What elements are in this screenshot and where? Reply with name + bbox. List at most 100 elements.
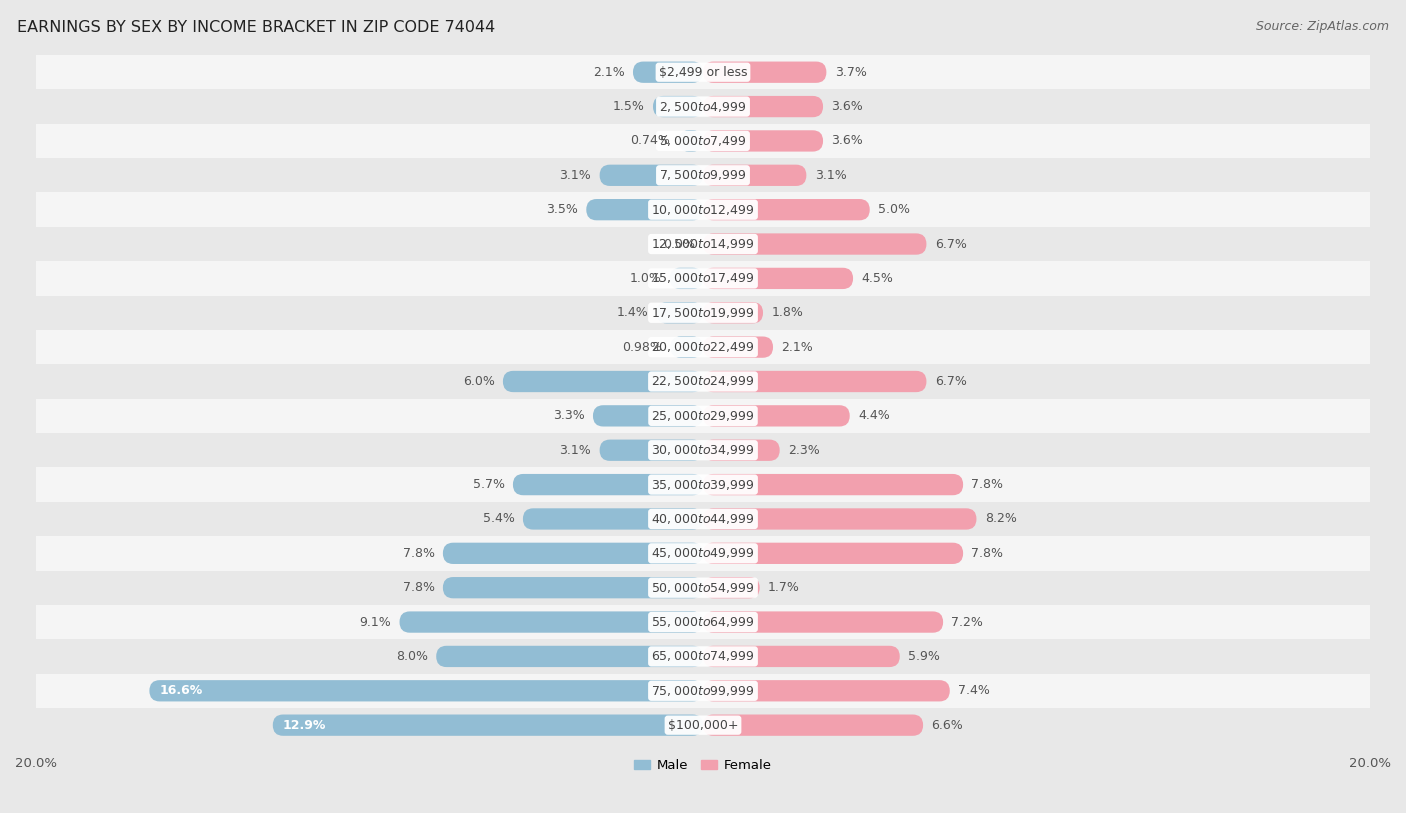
FancyBboxPatch shape: [703, 371, 927, 392]
Text: $40,000 to $44,999: $40,000 to $44,999: [651, 512, 755, 526]
Text: $25,000 to $29,999: $25,000 to $29,999: [651, 409, 755, 423]
Text: 3.1%: 3.1%: [560, 444, 592, 457]
Text: 5.7%: 5.7%: [472, 478, 505, 491]
Text: 16.6%: 16.6%: [159, 685, 202, 698]
Bar: [37, 467, 1369, 502]
Text: $100,000+: $100,000+: [668, 719, 738, 732]
Text: $22,500 to $24,999: $22,500 to $24,999: [651, 375, 755, 389]
Bar: [37, 674, 1369, 708]
FancyBboxPatch shape: [703, 62, 827, 83]
FancyBboxPatch shape: [657, 302, 703, 324]
Text: $55,000 to $64,999: $55,000 to $64,999: [651, 615, 755, 629]
FancyBboxPatch shape: [703, 337, 773, 358]
FancyBboxPatch shape: [703, 611, 943, 633]
FancyBboxPatch shape: [703, 577, 759, 598]
Bar: [37, 502, 1369, 536]
Text: $75,000 to $99,999: $75,000 to $99,999: [651, 684, 755, 698]
Text: 3.1%: 3.1%: [814, 169, 846, 182]
Text: 7.8%: 7.8%: [972, 547, 1004, 560]
Text: 5.0%: 5.0%: [879, 203, 910, 216]
FancyBboxPatch shape: [399, 611, 703, 633]
FancyBboxPatch shape: [703, 302, 763, 324]
FancyBboxPatch shape: [703, 715, 924, 736]
Text: 12.9%: 12.9%: [283, 719, 326, 732]
Text: $7,500 to $9,999: $7,500 to $9,999: [659, 168, 747, 182]
Bar: [37, 571, 1369, 605]
Text: 4.4%: 4.4%: [858, 410, 890, 423]
Bar: [37, 364, 1369, 398]
Text: 7.8%: 7.8%: [402, 547, 434, 560]
FancyBboxPatch shape: [599, 440, 703, 461]
FancyBboxPatch shape: [652, 96, 703, 117]
Text: $5,000 to $7,499: $5,000 to $7,499: [659, 134, 747, 148]
Text: 3.3%: 3.3%: [553, 410, 585, 423]
FancyBboxPatch shape: [703, 474, 963, 495]
FancyBboxPatch shape: [633, 62, 703, 83]
Text: $12,500 to $14,999: $12,500 to $14,999: [651, 237, 755, 251]
Text: $35,000 to $39,999: $35,000 to $39,999: [651, 477, 755, 492]
Text: 1.8%: 1.8%: [772, 307, 803, 320]
Text: 7.8%: 7.8%: [402, 581, 434, 594]
FancyBboxPatch shape: [703, 508, 977, 529]
FancyBboxPatch shape: [703, 680, 950, 702]
Text: 4.5%: 4.5%: [862, 272, 893, 285]
Text: 3.5%: 3.5%: [546, 203, 578, 216]
Text: 7.4%: 7.4%: [957, 685, 990, 698]
Text: 7.2%: 7.2%: [952, 615, 983, 628]
Bar: [37, 398, 1369, 433]
Bar: [37, 296, 1369, 330]
Text: 6.6%: 6.6%: [931, 719, 963, 732]
Text: 1.0%: 1.0%: [630, 272, 661, 285]
FancyBboxPatch shape: [443, 542, 703, 564]
Bar: [37, 639, 1369, 674]
FancyBboxPatch shape: [671, 337, 703, 358]
Text: $15,000 to $17,499: $15,000 to $17,499: [651, 272, 755, 285]
FancyBboxPatch shape: [678, 130, 703, 151]
Text: $45,000 to $49,999: $45,000 to $49,999: [651, 546, 755, 560]
FancyBboxPatch shape: [593, 405, 703, 427]
FancyBboxPatch shape: [586, 199, 703, 220]
Bar: [37, 158, 1369, 193]
Text: $10,000 to $12,499: $10,000 to $12,499: [651, 202, 755, 217]
Text: 2.1%: 2.1%: [782, 341, 813, 354]
FancyBboxPatch shape: [669, 267, 703, 289]
Bar: [37, 433, 1369, 467]
Text: $17,500 to $19,999: $17,500 to $19,999: [651, 306, 755, 320]
Text: $65,000 to $74,999: $65,000 to $74,999: [651, 650, 755, 663]
FancyBboxPatch shape: [436, 646, 703, 667]
Text: 7.8%: 7.8%: [972, 478, 1004, 491]
Bar: [37, 227, 1369, 261]
Text: 2.3%: 2.3%: [787, 444, 820, 457]
Text: $50,000 to $54,999: $50,000 to $54,999: [651, 580, 755, 594]
Text: 3.7%: 3.7%: [835, 66, 866, 79]
Bar: [37, 193, 1369, 227]
FancyBboxPatch shape: [703, 233, 927, 254]
Text: 9.1%: 9.1%: [360, 615, 391, 628]
Text: 3.6%: 3.6%: [831, 134, 863, 147]
Bar: [37, 708, 1369, 742]
FancyBboxPatch shape: [513, 474, 703, 495]
FancyBboxPatch shape: [703, 646, 900, 667]
Text: 6.7%: 6.7%: [935, 375, 967, 388]
Text: $30,000 to $34,999: $30,000 to $34,999: [651, 443, 755, 457]
FancyBboxPatch shape: [703, 96, 823, 117]
FancyBboxPatch shape: [503, 371, 703, 392]
Text: 5.4%: 5.4%: [482, 512, 515, 525]
Bar: [37, 124, 1369, 158]
Bar: [37, 605, 1369, 639]
Text: EARNINGS BY SEX BY INCOME BRACKET IN ZIP CODE 74044: EARNINGS BY SEX BY INCOME BRACKET IN ZIP…: [17, 20, 495, 35]
Text: 0.74%: 0.74%: [630, 134, 671, 147]
Text: 2.1%: 2.1%: [593, 66, 624, 79]
Text: 3.1%: 3.1%: [560, 169, 592, 182]
FancyBboxPatch shape: [703, 130, 823, 151]
FancyBboxPatch shape: [599, 165, 703, 186]
Bar: [37, 89, 1369, 124]
Text: 1.5%: 1.5%: [613, 100, 644, 113]
Bar: [37, 261, 1369, 296]
Text: $20,000 to $22,499: $20,000 to $22,499: [651, 340, 755, 354]
Text: 5.9%: 5.9%: [908, 650, 941, 663]
FancyBboxPatch shape: [273, 715, 703, 736]
Legend: Male, Female: Male, Female: [628, 754, 778, 777]
Bar: [37, 55, 1369, 89]
Bar: [37, 330, 1369, 364]
